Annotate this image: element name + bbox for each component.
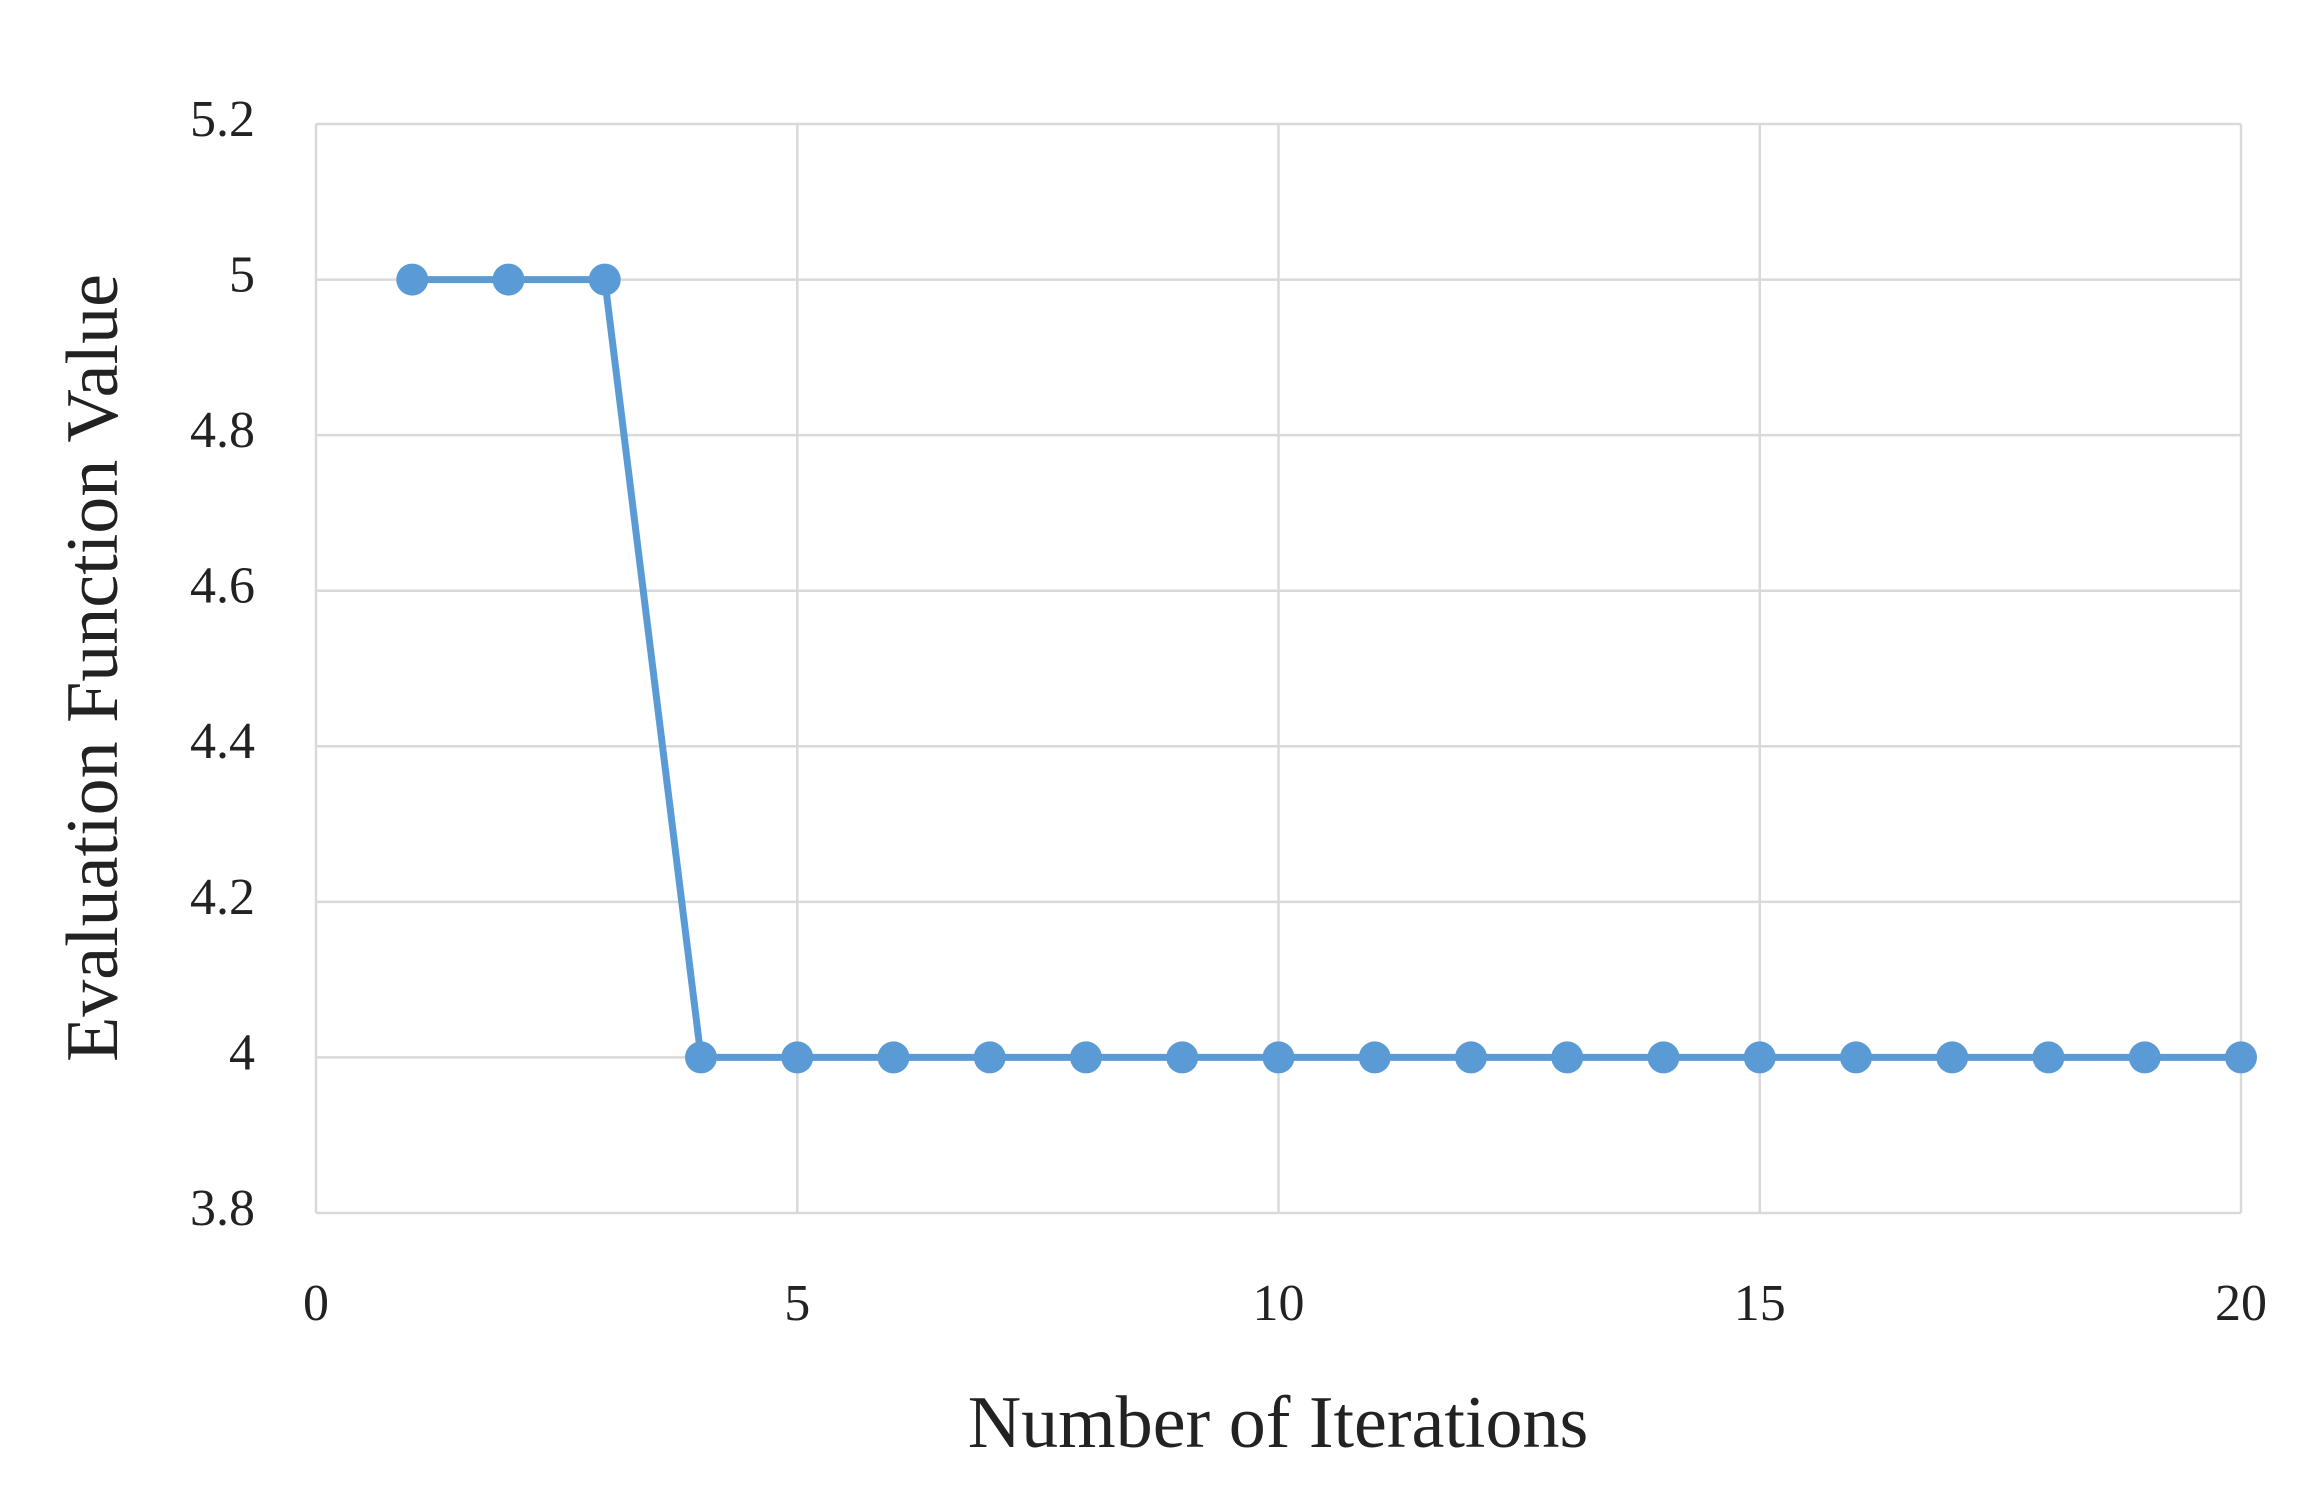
data-point [1358, 1041, 1391, 1074]
data-point [1743, 1041, 1776, 1074]
data-point [2032, 1041, 2065, 1074]
data-point [1551, 1041, 1584, 1074]
data-point [1070, 1041, 1102, 1074]
y-tick-label: 5.2 [190, 91, 255, 148]
data-point [781, 1041, 814, 1074]
y-tick-label: 4.4 [190, 713, 255, 770]
data-point [685, 1041, 717, 1074]
y-tick-label: 5 [229, 247, 255, 304]
x-tick-label: 15 [1734, 1275, 1786, 1332]
x-tick-label: 10 [1253, 1275, 1305, 1332]
data-point [2225, 1041, 2257, 1074]
x-axis-title: Number of Iterations [968, 1382, 1589, 1464]
data-point [1936, 1041, 1969, 1074]
data-point [1262, 1041, 1295, 1074]
data-point [492, 263, 525, 296]
data-point [1840, 1041, 1872, 1074]
data-point [1455, 1041, 1487, 1074]
x-tick-label: 5 [784, 1275, 810, 1332]
y-tick-label: 4.6 [190, 558, 255, 615]
data-point [1166, 1041, 1199, 1074]
data-point [973, 1041, 1006, 1074]
data-line [412, 276, 2241, 1061]
data-point [396, 263, 429, 296]
y-axis-title: Evaluation Function Value [52, 274, 134, 1062]
y-tick-label: 4.8 [190, 402, 255, 459]
data-point [877, 1041, 910, 1074]
data-point [1647, 1041, 1680, 1074]
y-tick-label: 4 [229, 1024, 255, 1081]
data-point [588, 263, 621, 296]
y-tick-label: 3.8 [190, 1180, 255, 1237]
x-tick-label: 20 [2215, 1275, 2267, 1332]
y-tick-label: 4.2 [190, 869, 255, 926]
x-tick-label: 0 [303, 1275, 329, 1332]
data-point [2128, 1041, 2161, 1074]
